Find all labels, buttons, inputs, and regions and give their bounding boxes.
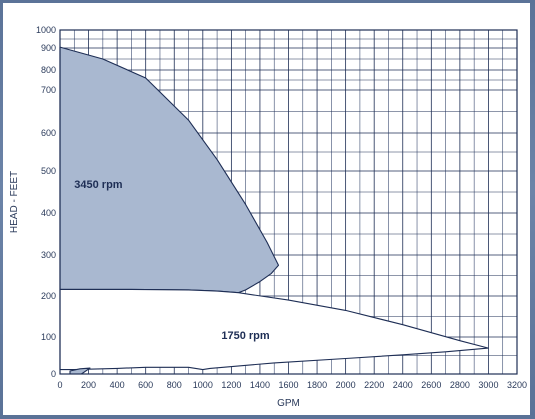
x-tick-label: 800 bbox=[167, 380, 182, 390]
y-tick-label: 400 bbox=[41, 208, 56, 218]
y-tick-label: 600 bbox=[41, 128, 56, 138]
x-tick-label: 1800 bbox=[307, 380, 327, 390]
chart-frame: 3450 rpm 1750 rpm 0 200 400 600 800 1000 1200 140… bbox=[3, 3, 530, 415]
x-tick-label: 1400 bbox=[250, 380, 270, 390]
series-area-1750-rpm bbox=[59, 288, 489, 371]
x-tick-label: 0 bbox=[57, 380, 62, 390]
x-tick-label: 3200 bbox=[507, 380, 527, 390]
y-tick-label: 300 bbox=[41, 250, 56, 260]
x-tick-label: 1200 bbox=[221, 380, 241, 390]
series-label-3450-rpm: 3450 rpm bbox=[74, 179, 123, 191]
y-tick-label: 1000 bbox=[36, 25, 56, 35]
x-tick-label: 400 bbox=[110, 380, 125, 390]
y-tick-label: 200 bbox=[41, 291, 56, 301]
x-tick-label: 2200 bbox=[364, 380, 384, 390]
plot-border bbox=[59, 29, 518, 375]
y-tick-label: 900 bbox=[41, 43, 56, 53]
y-tick-label: 700 bbox=[41, 85, 56, 95]
y-tick-label: 500 bbox=[41, 166, 56, 176]
x-tick-label: 2400 bbox=[393, 380, 413, 390]
x-tick-label: 1600 bbox=[278, 380, 298, 390]
y-axis-label: HEAD - FEET bbox=[9, 171, 20, 233]
x-tick-label: 600 bbox=[138, 380, 153, 390]
x-tick-label: 3000 bbox=[478, 380, 498, 390]
y-tick-label: 800 bbox=[41, 65, 56, 75]
x-tick-label: 2800 bbox=[450, 380, 470, 390]
x-tick-label: 1000 bbox=[193, 380, 213, 390]
x-tick-label: 2600 bbox=[421, 380, 441, 390]
y-tick-label: 0 bbox=[51, 369, 56, 379]
x-tick-label: 2000 bbox=[336, 380, 356, 390]
x-axis-label: GPM bbox=[277, 398, 300, 409]
x-tick-label: 200 bbox=[81, 380, 96, 390]
series-label-1750-rpm: 1750 rpm bbox=[221, 330, 270, 342]
y-tick-label: 100 bbox=[41, 332, 56, 342]
